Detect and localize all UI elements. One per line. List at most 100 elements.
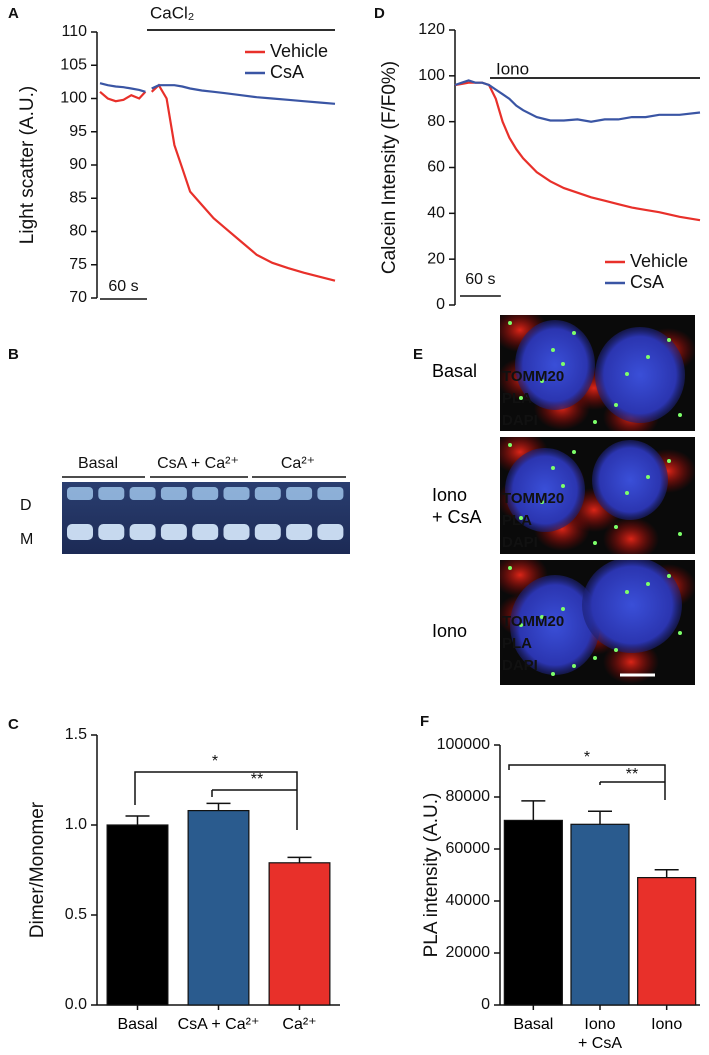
y-tick-label: 1.5 (65, 726, 87, 743)
pla-dot (561, 362, 565, 366)
pla-dot (593, 420, 597, 424)
pla-dot (646, 582, 650, 586)
y-tick-label: 100000 (437, 736, 490, 753)
y-tick-label: 95 (69, 123, 87, 140)
pla-dot (667, 574, 671, 578)
pla-dot (551, 348, 555, 352)
nucleus (592, 440, 668, 520)
y-tick-label: 40 (427, 205, 445, 222)
x-tick-label: Ca²⁺ (282, 1016, 317, 1033)
gel-band (254, 524, 281, 540)
legend-label: Vehicle (630, 251, 688, 271)
y-tick-label: 0.5 (65, 906, 87, 923)
stain-label: DAPI (502, 412, 538, 429)
y-axis-label: Dimer/Monomer (27, 801, 48, 938)
stain-label: DAPI (502, 657, 538, 674)
pla-dot (540, 379, 544, 383)
bar (637, 876, 697, 1006)
significance: ** (626, 766, 638, 783)
annotation: Iono (496, 59, 529, 78)
legend-label: CsA (270, 62, 304, 82)
gel-band (317, 524, 344, 540)
significance: * (584, 749, 590, 766)
pla-dot (625, 491, 629, 495)
gel-group: Basal (78, 455, 118, 472)
gel-band (160, 487, 187, 500)
significance-bracket (134, 771, 298, 830)
annotation: CaCl₂ (150, 3, 194, 22)
y-tick-label: 20 (427, 250, 445, 267)
y-tick-label: 120 (418, 21, 445, 38)
gel-band (129, 524, 156, 540)
gel-group: CsA + Ca²⁺ (157, 455, 239, 472)
pla-dot (614, 648, 618, 652)
y-axis-label: Calcein Intensity (F/F0%) (379, 61, 400, 274)
gel-band (286, 487, 313, 500)
pla-dot (646, 475, 650, 479)
gel-band (160, 524, 187, 540)
pla-dot (572, 664, 576, 668)
y-tick-label: 40000 (446, 892, 491, 909)
pla-dot (519, 396, 523, 400)
panel-letter: D (374, 5, 385, 22)
x-tick-label: Iono (651, 1016, 683, 1033)
y-tick-label: 60 (427, 159, 445, 176)
pla-dot (519, 623, 523, 627)
y-axis-label: Light scatter (A.U.) (17, 86, 38, 244)
y-tick-label: 105 (60, 56, 87, 73)
y-tick-label: 75 (69, 256, 87, 273)
nucleus (505, 448, 585, 532)
pla-dot (614, 525, 618, 529)
bar (503, 819, 563, 1006)
pla-dot (561, 484, 565, 488)
gel-band (223, 487, 250, 500)
legend-label: Vehicle (270, 41, 328, 61)
pla-dot (572, 450, 576, 454)
panel-letter: E (413, 346, 423, 363)
x-tick-label: CsA + Ca²⁺ (177, 1016, 260, 1033)
legend-label: CsA (630, 272, 664, 292)
pla-dot (667, 459, 671, 463)
significance: ** (251, 771, 263, 788)
x-tick-label: Basal (513, 1016, 554, 1033)
cells (500, 315, 695, 431)
pla-dot (614, 403, 618, 407)
bar (187, 809, 250, 1006)
stain-label: PLA (502, 635, 532, 652)
y-tick-label: 80000 (446, 788, 491, 805)
cells (500, 560, 695, 684)
gel-lanes (67, 487, 344, 540)
series-line (454, 81, 701, 222)
pla-dot (540, 615, 544, 619)
pla-dot (678, 413, 682, 417)
pla-dot (625, 590, 629, 594)
gel-group: Ca²⁺ (281, 455, 315, 472)
gel-band (223, 524, 250, 540)
y-axis-label: PLA intensity (A.U.) (421, 793, 442, 958)
y-tick-label: 70 (69, 289, 87, 306)
gel-row-label: D (20, 497, 32, 514)
gel-band (67, 524, 93, 540)
nucleus (595, 327, 685, 423)
y-tick-label: 80 (427, 113, 445, 130)
y-tick-label: 20000 (446, 944, 491, 961)
pla-dot (593, 656, 597, 660)
y-tick-label: 80 (69, 223, 87, 240)
cells (500, 437, 695, 554)
gel-band (192, 524, 219, 540)
pla-dot (508, 566, 512, 570)
gel-band (286, 524, 313, 540)
y-tick-label: 1.0 (65, 816, 87, 833)
stain-label: TOMM20 (502, 613, 564, 630)
gel-band (317, 487, 344, 500)
series-line (99, 82, 336, 105)
series-line (454, 79, 701, 123)
stain-label: PLA (502, 390, 532, 407)
bar (268, 862, 331, 1006)
y-tick-label: 0 (481, 996, 490, 1013)
condition-label: Basal (432, 361, 478, 381)
panel-letter: F (420, 713, 429, 730)
gel-band (129, 487, 156, 500)
pla-dot (678, 631, 682, 635)
